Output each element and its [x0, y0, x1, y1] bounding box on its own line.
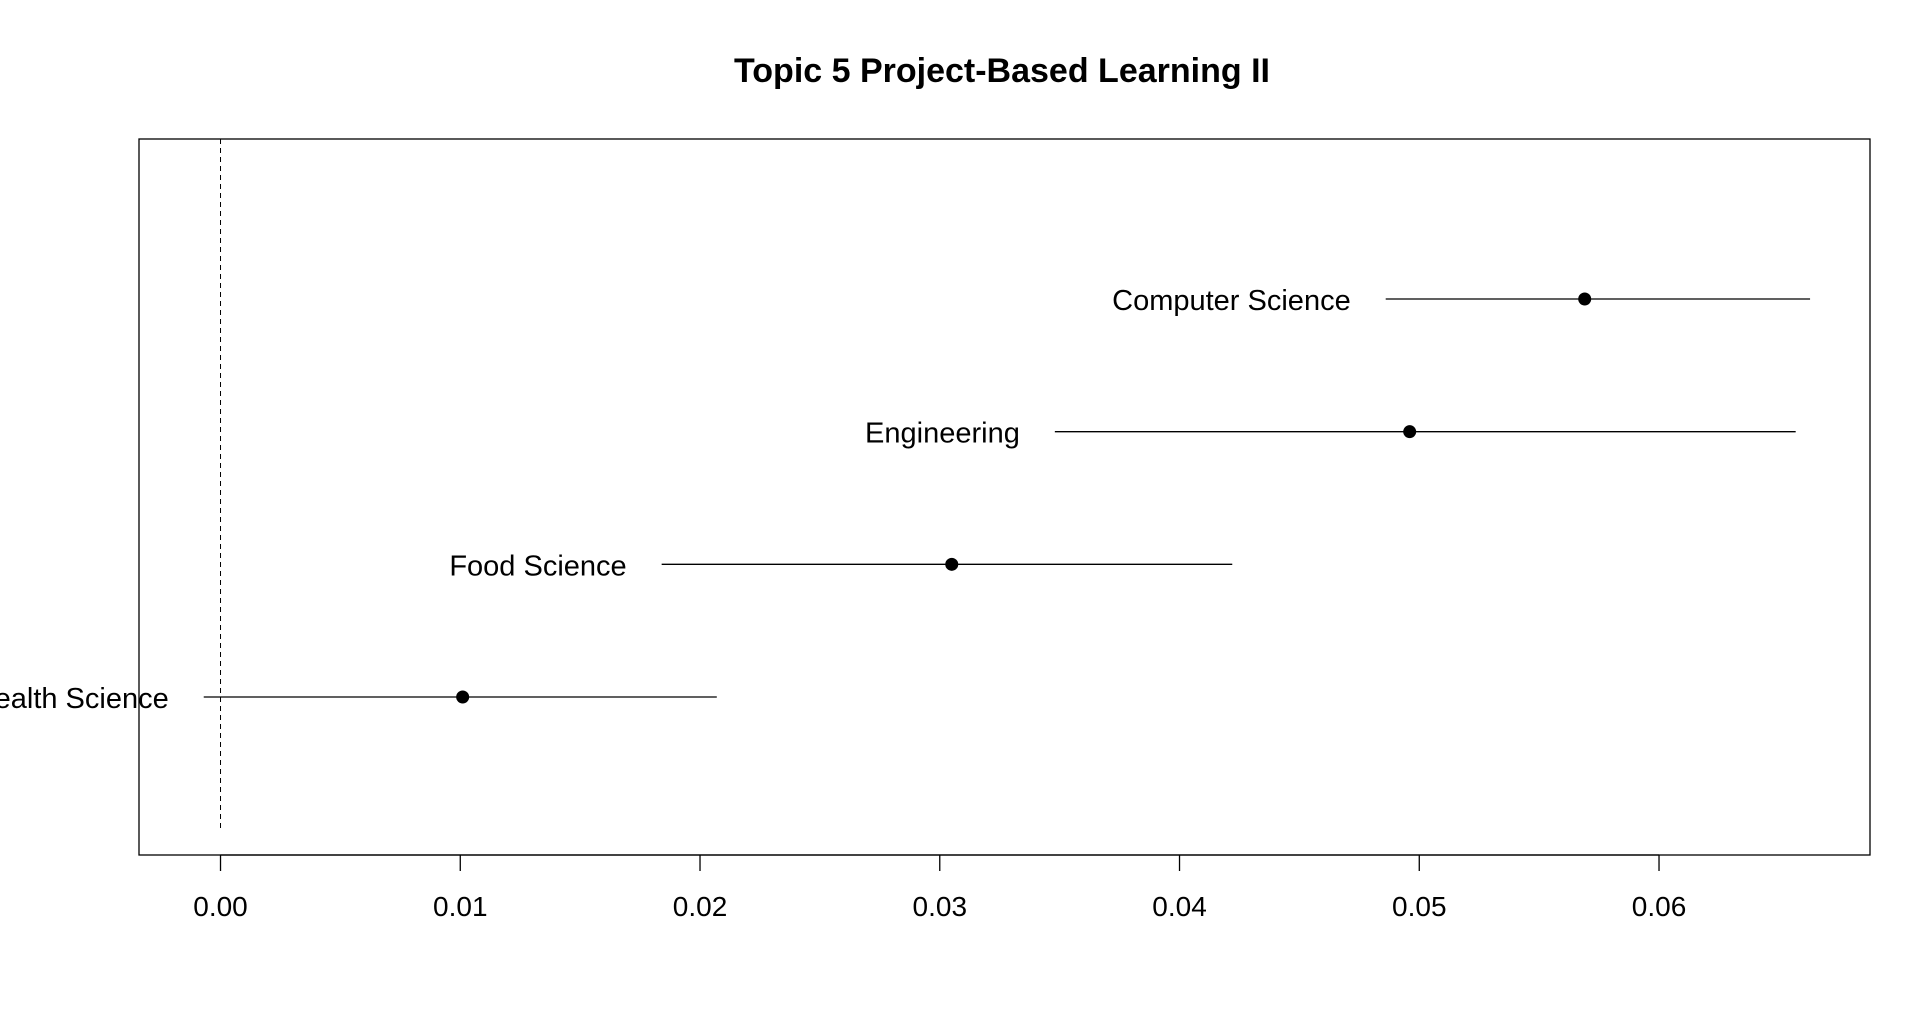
x-tick-label: 0.05	[1392, 891, 1447, 922]
chart-title: Topic 5 Project-Based Learning II	[734, 52, 1270, 90]
x-tick-label: 0.04	[1152, 891, 1207, 922]
x-tick-label: 0.01	[433, 891, 488, 922]
point-marker	[1403, 425, 1417, 439]
point-group: Food Science	[449, 550, 1233, 582]
point-marker	[1578, 292, 1592, 306]
point-marker	[945, 557, 959, 571]
point-group: Health Science	[0, 683, 717, 715]
point-group: Computer Science	[1112, 285, 1811, 317]
x-tick-label: 0.03	[913, 891, 968, 922]
plot-frame	[138, 138, 1871, 856]
point-marker	[456, 690, 470, 704]
point-group: Engineering	[865, 418, 1796, 450]
series: Computer Science Engineering Food Science H…	[0, 285, 1811, 715]
x-tick-label: 0.06	[1632, 891, 1687, 922]
point-label: Computer Science	[1112, 285, 1351, 317]
x-tick-label: 0.00	[193, 891, 248, 922]
x-tick-label: 0.02	[673, 891, 728, 922]
x-axis: 0.00 0.01 0.02 0.03 0.04 0.05 0.06	[193, 854, 1687, 922]
point-label: Health Science	[0, 683, 169, 715]
point-label: Food Science	[449, 550, 626, 582]
point-label: Engineering	[865, 418, 1020, 450]
